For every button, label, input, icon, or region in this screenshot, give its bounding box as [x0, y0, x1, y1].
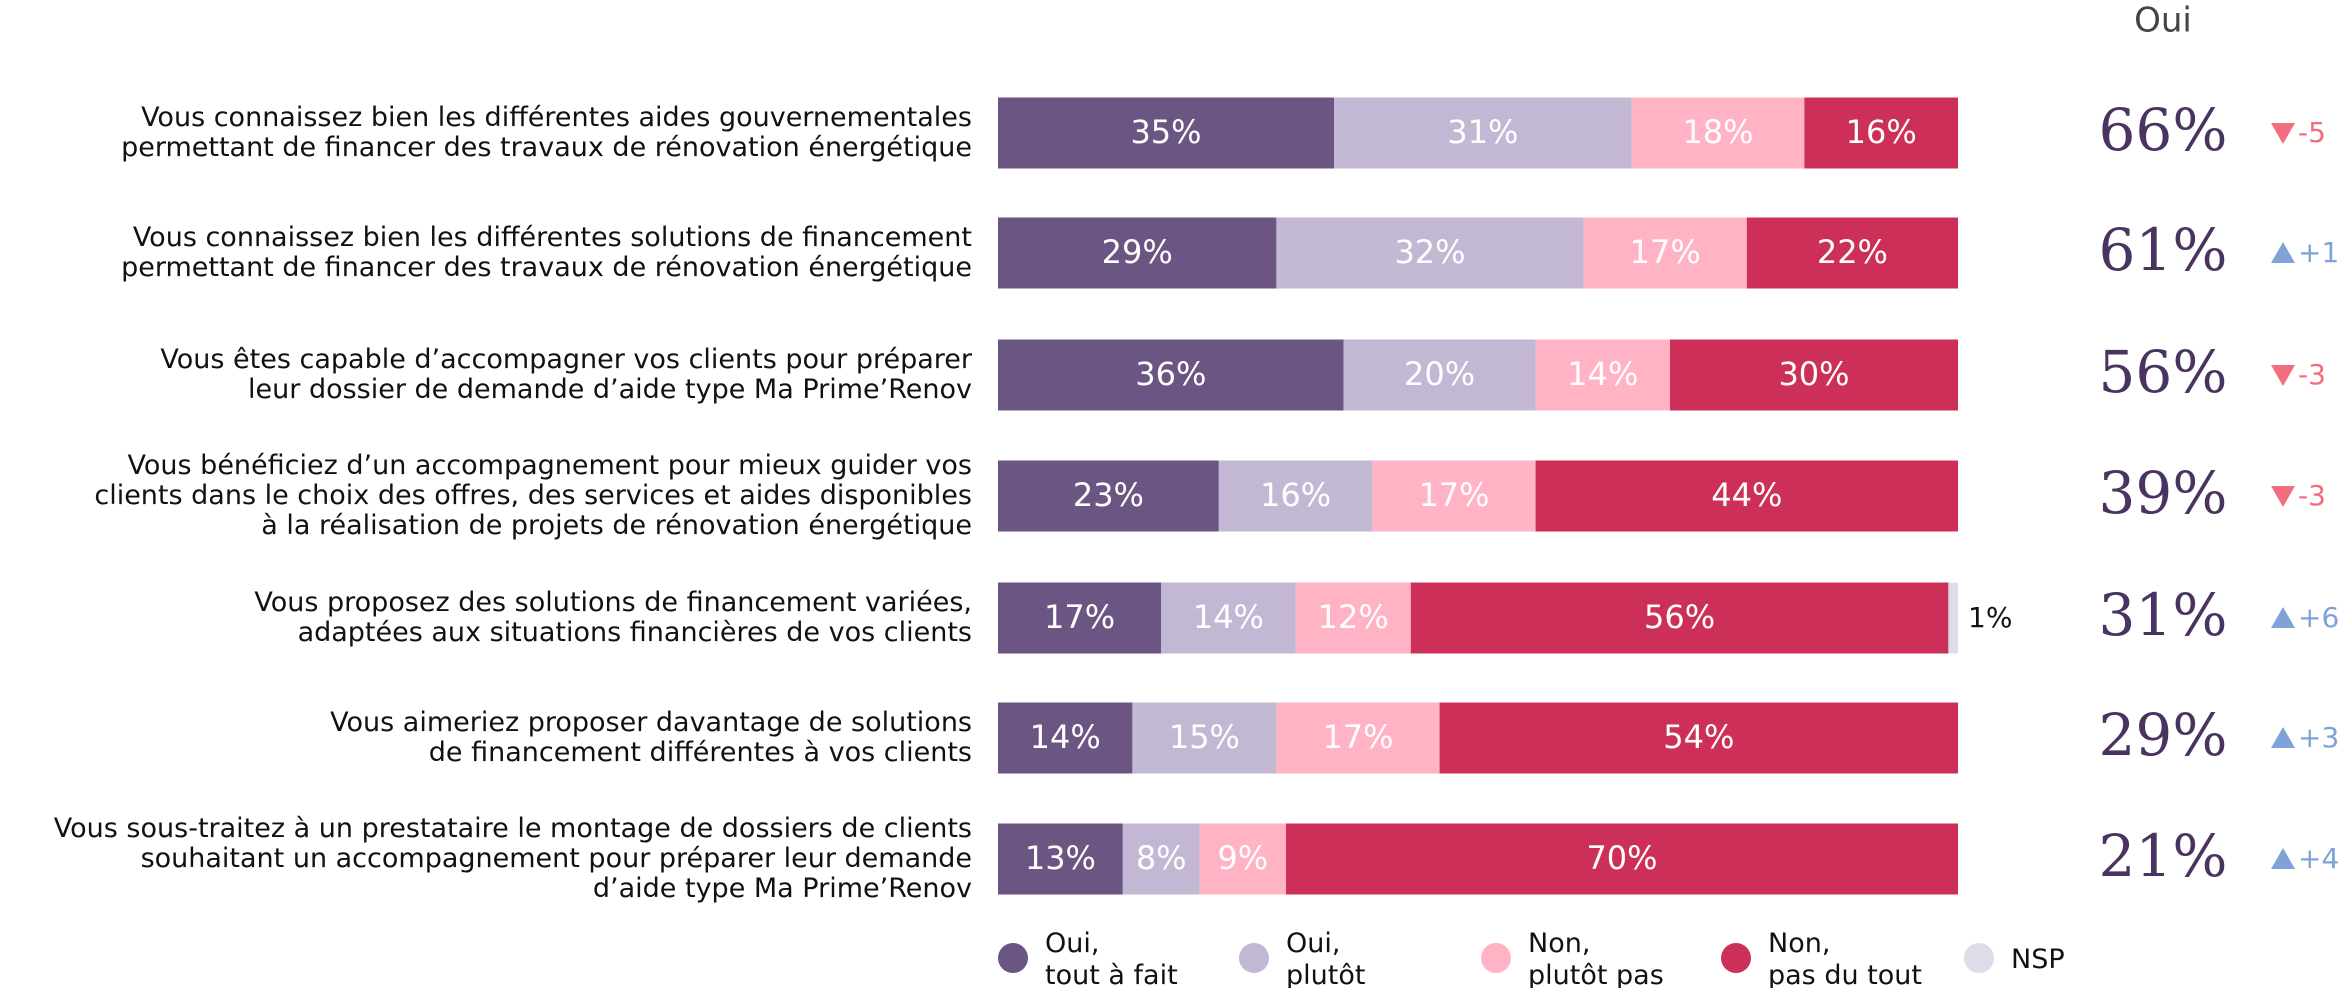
- down-arrow: [2271, 486, 2295, 507]
- oui-total: 39%: [2099, 459, 2228, 527]
- bar-segment: [1410, 582, 1949, 654]
- bar-value-label: 22%: [1817, 233, 1888, 271]
- bar-segment: [1631, 97, 1805, 169]
- bar-value-label: 13%: [1025, 839, 1096, 877]
- category-label: Vous bénéficiez d’un accompagnement pour…: [94, 450, 972, 541]
- up-arrow: [2271, 848, 2295, 869]
- bar-segment: [1132, 702, 1277, 774]
- bar-segment: [998, 97, 1334, 169]
- bar-segment: [998, 582, 1162, 654]
- up-arrow: [2271, 727, 2295, 748]
- oui-total: 29%: [2099, 701, 2228, 769]
- bar-value-label: 15%: [1169, 718, 1240, 756]
- oui-total: 66%: [2099, 96, 2228, 164]
- bar-value-label: 14%: [1567, 355, 1638, 393]
- change-label: +4: [2298, 842, 2339, 875]
- bar-value-label: 36%: [1135, 355, 1206, 393]
- bar-value-label: 20%: [1404, 355, 1475, 393]
- bar-value-label: 9%: [1217, 839, 1268, 877]
- bar-value-label: 17%: [1322, 718, 1393, 756]
- bar-segment: [998, 702, 1133, 774]
- legend-swatch: [1721, 943, 1751, 973]
- bar-segment: [998, 339, 1344, 411]
- legend-label: Non, plutôt pas: [1528, 928, 1664, 988]
- oui-total: 56%: [2099, 338, 2228, 406]
- category-label: Vous êtes capable d’accompagner vos clie…: [160, 344, 972, 405]
- bar-segment: [1535, 339, 1670, 411]
- bar-value-label: 31%: [1447, 113, 1518, 151]
- bar-value-label: 56%: [1644, 598, 1715, 636]
- bar-value-label: 30%: [1778, 355, 1849, 393]
- bar-segment: [1670, 339, 1958, 411]
- change-label: -3: [2298, 479, 2326, 512]
- bar-value-label: 14%: [1030, 718, 1101, 756]
- bar-segment: [1746, 217, 1958, 289]
- up-arrow: [2271, 607, 2295, 628]
- bar-value-label: 16%: [1260, 476, 1331, 514]
- legend-swatch: [1964, 943, 1994, 973]
- bar-value-label: 35%: [1130, 113, 1201, 151]
- bar-value-label: 16%: [1846, 113, 1917, 151]
- bar-value-label: 23%: [1073, 476, 1144, 514]
- bar-segment: [998, 460, 1219, 532]
- change-label: +3: [2298, 721, 2339, 754]
- legend-swatch: [1239, 943, 1269, 973]
- bar-segment: [1439, 702, 1958, 774]
- category-label: Vous sous-traitez à un prestataire le mo…: [54, 813, 972, 904]
- change-label: -5: [2298, 116, 2326, 149]
- bar-segment: [1286, 823, 1958, 895]
- bar-value-label: 17%: [1418, 476, 1489, 514]
- legend-label: Non, pas du tout: [1768, 928, 1922, 988]
- down-arrow: [2271, 365, 2295, 386]
- bar-segment: [1583, 217, 1747, 289]
- bar-value-label: 70%: [1586, 839, 1657, 877]
- oui-total: 31%: [2099, 581, 2228, 649]
- legend-label: NSP: [2011, 944, 2065, 975]
- bar-segment: [1218, 460, 1373, 532]
- bar-segment: [1276, 702, 1440, 774]
- bar-value-label: 32%: [1394, 233, 1465, 271]
- up-arrow: [2271, 242, 2295, 263]
- bar-value-label: 14%: [1193, 598, 1264, 636]
- bar-segment: [1372, 460, 1536, 532]
- bar-segment: [1295, 582, 1411, 654]
- change-label: -3: [2298, 358, 2326, 391]
- down-arrow: [2271, 123, 2295, 144]
- legend-swatch: [1481, 943, 1511, 973]
- legend-label: Oui, plutôt: [1286, 928, 1365, 988]
- bar-value-label: 18%: [1682, 113, 1753, 151]
- category-label: Vous connaissez bien les différentes sol…: [121, 222, 972, 283]
- bar-segment: [998, 217, 1277, 289]
- bar-segment: [1535, 460, 1958, 532]
- oui-total: 21%: [2099, 822, 2228, 890]
- oui-total: 61%: [2099, 216, 2228, 284]
- bar-segment: [1334, 97, 1632, 169]
- bar-value-label: 1%: [1968, 601, 2012, 634]
- category-label: Vous proposez des solutions de financeme…: [254, 587, 972, 648]
- bar-segment: [1161, 582, 1296, 654]
- bar-segment: [1343, 339, 1536, 411]
- bar-value-label: 29%: [1102, 233, 1173, 271]
- bar-value-label: 54%: [1663, 718, 1734, 756]
- bar-segment: [1199, 823, 1286, 895]
- category-label: Vous aimeriez proposer davantage de solu…: [330, 707, 972, 768]
- change-label: +6: [2298, 601, 2339, 634]
- oui-header: Oui: [2134, 1, 2192, 41]
- bar-segment: [1122, 823, 1200, 895]
- bar-value-label: 17%: [1630, 233, 1701, 271]
- category-label: Vous connaissez bien les différentes aid…: [121, 102, 972, 163]
- bar-segment: [1948, 582, 1958, 654]
- change-label: +1: [2298, 236, 2339, 269]
- bar-value-label: 12%: [1318, 598, 1389, 636]
- bar-segment: [998, 823, 1123, 895]
- bar-segment: [1276, 217, 1584, 289]
- bar-value-label: 44%: [1711, 476, 1782, 514]
- legend-label: Oui, tout à fait: [1045, 928, 1178, 988]
- bar-value-label: 17%: [1044, 598, 1115, 636]
- legend-swatch: [998, 943, 1028, 973]
- bar-value-label: 8%: [1136, 839, 1187, 877]
- bar-segment: [1804, 97, 1958, 169]
